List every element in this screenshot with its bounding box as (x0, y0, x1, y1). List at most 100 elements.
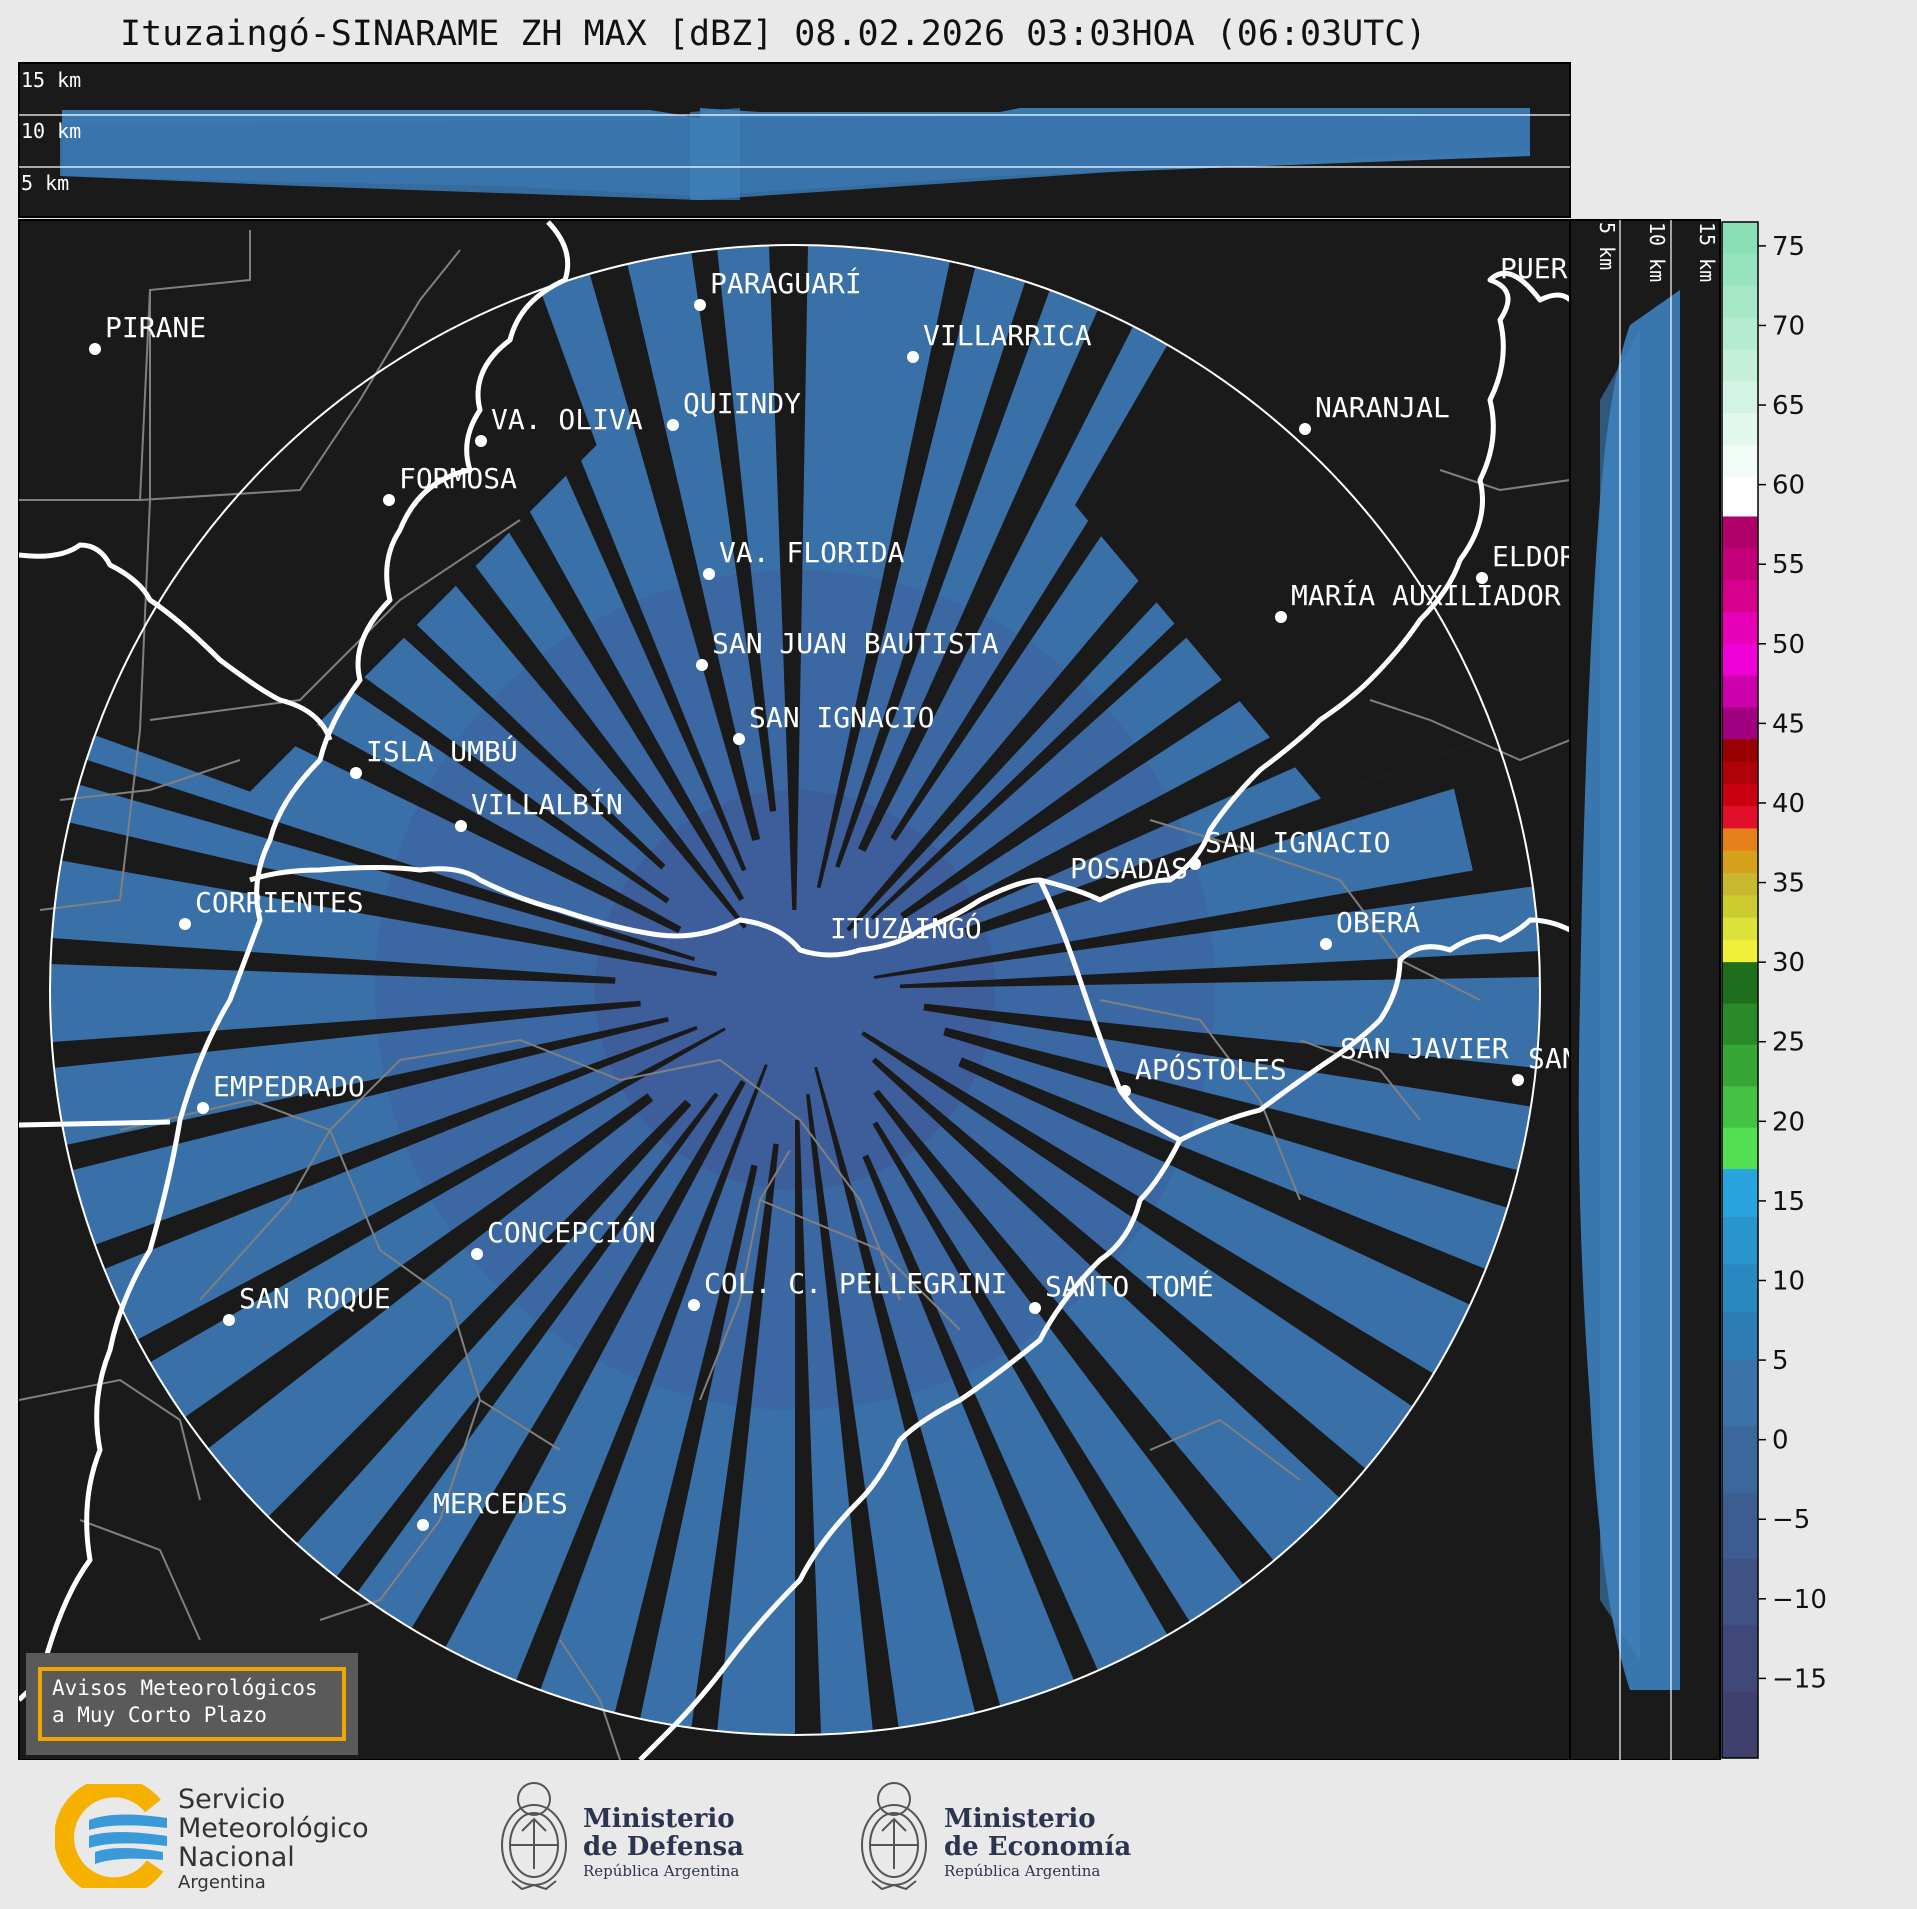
colorbar-tick-label: −5 (1772, 1505, 1810, 1535)
beam-gap (873, 1089, 1310, 1629)
colorbar-swatch (1722, 580, 1758, 613)
city-marker (733, 733, 745, 745)
notice-line: Avisos Meteorológicos (52, 1676, 318, 1700)
colorbar-tick-label: 25 (1772, 1028, 1805, 1058)
colorbar-tick-label: 15 (1772, 1187, 1805, 1217)
colorbar-tick-label: 45 (1772, 709, 1805, 739)
defensa-line: República Argentina (583, 1862, 740, 1880)
colorbar-tick-label: −15 (1772, 1664, 1827, 1694)
city-label: SAN IGNACIO (1205, 826, 1390, 859)
city-label: ITUZAINGÓ (830, 911, 982, 945)
city-label: CONCEPCIÓN (487, 1215, 656, 1249)
beam-gap (862, 1154, 1121, 1732)
defensa-logo-text: Ministerio de Defensa República Argentin… (583, 1805, 744, 1881)
defensa-line: de Defensa (583, 1832, 744, 1862)
page-title: Ituzaingó-SINARAME ZH MAX [dBZ] 08.02.20… (120, 14, 1427, 54)
colorbar-swatch (1722, 1691, 1758, 1759)
colorbar-swatch (1722, 828, 1758, 852)
beam-gap (50, 934, 616, 984)
city-label: VA. FLORIDA (719, 536, 905, 569)
city-label: VILLALBÍN (471, 787, 623, 821)
beam-gap (861, 1031, 1481, 1438)
colorbar-swatch (1722, 643, 1758, 677)
beam-gap (50, 1025, 698, 1290)
city-label: NARANJAL (1315, 391, 1450, 424)
beam-gap (835, 245, 1069, 868)
colorbar-swatch (1722, 349, 1758, 382)
colorbar-swatch (1722, 444, 1758, 478)
city-label: MERCEDES (433, 1487, 568, 1520)
beam-gap (943, 1027, 1540, 1224)
city-marker (471, 1248, 483, 1260)
colorbar-swatch (1722, 253, 1758, 287)
top-height-label: 15 km (21, 68, 81, 92)
defensa-line: Ministerio (583, 1804, 735, 1834)
colorbar-swatch (1722, 850, 1758, 874)
city-marker (1275, 611, 1287, 623)
colorbar-tick-label: 35 (1772, 869, 1805, 899)
city-marker (350, 767, 362, 779)
side-height-label: 10 km (1645, 222, 1669, 282)
city-marker (179, 918, 191, 930)
colorbar-swatch (1722, 917, 1758, 941)
colorbar-tick-label: 75 (1772, 232, 1805, 262)
city-label: CORRIENTES (195, 886, 364, 919)
echo-truncation (1451, 711, 1540, 894)
colorbar-swatch (1722, 1625, 1758, 1693)
colorbar-swatch (1722, 962, 1758, 1005)
colorbar-swatch (1722, 222, 1758, 255)
colorbar-tick-label: 70 (1772, 311, 1805, 341)
colorbar-swatch (1722, 1426, 1758, 1494)
city-label: PIRANE (105, 311, 206, 344)
smn-line: Meteorológico (178, 1813, 369, 1844)
beam-gap (871, 1057, 1408, 1536)
economia-line: Ministerio (944, 1804, 1096, 1834)
colorbar-swatch (1722, 611, 1758, 645)
colorbar-swatch (1722, 761, 1758, 785)
city-label: EMPEDRADO (213, 1070, 365, 1103)
city-marker (197, 1102, 209, 1114)
colorbar-frame (1721, 221, 1759, 1759)
city-marker (1119, 1085, 1131, 1097)
colorbar-swatch (1722, 675, 1758, 708)
colorbar-swatch (1722, 806, 1758, 829)
smn-line: Argentina (178, 1872, 266, 1893)
beam-gap (229, 1099, 692, 1585)
city-label: PUER (1500, 252, 1568, 285)
beam-gap (814, 1066, 1016, 1735)
beam-gap (50, 742, 696, 962)
beam-gap (382, 1080, 746, 1697)
beam-gap (683, 1143, 779, 1735)
colorbar-swatch (1722, 516, 1758, 549)
city-marker (1512, 1074, 1524, 1086)
beam-gap (958, 1057, 1537, 1329)
beam-gap (601, 1164, 758, 1735)
colorbar-swatch (1722, 1216, 1758, 1266)
city-label: OBERÁ (1336, 905, 1420, 939)
colorbar-swatch (1722, 476, 1758, 517)
beam-gap (302, 1092, 719, 1638)
city-marker (455, 820, 467, 832)
radar-echo (50, 245, 1540, 1735)
colorbar-swatch (1722, 895, 1758, 919)
beam-gap (899, 948, 1540, 989)
city-marker (383, 494, 395, 506)
beam-gap (872, 1121, 1219, 1683)
colorbar-tick-label: 5 (1772, 1346, 1789, 1376)
city-marker (475, 435, 487, 447)
beam-gap (923, 1003, 1540, 1116)
colorbar-swatch (1722, 413, 1758, 446)
beam-gap (858, 259, 1159, 852)
colorbar-swatch (1722, 1044, 1758, 1087)
colorbar-swatch (1722, 1492, 1758, 1560)
colorbar-tick-label: 20 (1772, 1107, 1805, 1137)
colorbar-tick-label: 50 (1772, 630, 1805, 660)
colorbar-swatch (1722, 1086, 1758, 1129)
smn-logo-text: Servicio Meteorológico Nacional Argentin… (178, 1785, 369, 1894)
city-label: PARAGUARÍ (710, 266, 862, 300)
beam-gap (139, 1093, 654, 1483)
city-marker (89, 343, 101, 355)
city-marker (1320, 938, 1332, 950)
city-marker (1299, 423, 1311, 435)
